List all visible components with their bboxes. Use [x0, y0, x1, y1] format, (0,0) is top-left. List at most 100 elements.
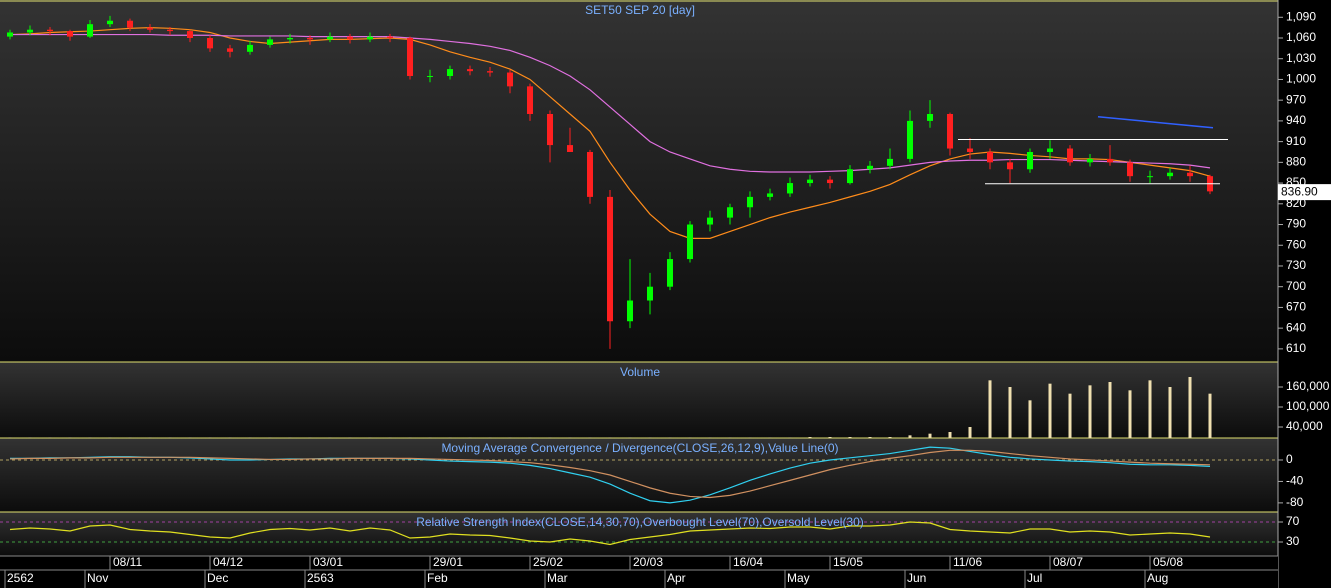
- indicator-line: [10, 446, 1211, 504]
- y-tick-label: 1,060: [1286, 30, 1316, 44]
- volume-bar: [988, 380, 992, 438]
- y-tick-label: 760: [1286, 237, 1306, 251]
- y-tick-label: 670: [1286, 300, 1306, 314]
- y-tick-label: 70: [1286, 514, 1300, 528]
- candle-body: [687, 224, 693, 260]
- volume-bar: [1068, 393, 1072, 438]
- candle-body: [827, 179, 833, 184]
- y-tick-label: 730: [1286, 258, 1306, 272]
- moving-average: [9, 27, 1211, 239]
- volume-panel: [0, 362, 1278, 438]
- volume-bar: [1008, 387, 1012, 438]
- x-tick-label: 04/12: [213, 555, 243, 569]
- month-label: Feb: [427, 571, 448, 585]
- y-tick-label: 1,090: [1286, 9, 1316, 23]
- volume-bar: [928, 433, 932, 438]
- y-tick-label: 640: [1286, 320, 1306, 334]
- month-label: Aug: [1147, 571, 1168, 585]
- x-tick-label: 08/11: [113, 555, 142, 569]
- candle-body: [567, 145, 573, 152]
- candle-body: [1127, 162, 1133, 177]
- month-label: Mar: [547, 571, 568, 585]
- x-tick-label: 25/02: [533, 555, 563, 569]
- candle-body: [47, 29, 53, 32]
- y-tick-label: 910: [1286, 134, 1306, 148]
- indicator-line: [9, 521, 1211, 546]
- candle-body: [587, 151, 593, 197]
- month-label: Apr: [667, 571, 686, 585]
- candle-body: [187, 31, 193, 38]
- panel-title: Relative Strength Index(CLOSE,14,30,70),…: [416, 515, 864, 529]
- x-tick-label: 03/01: [313, 555, 343, 569]
- volume-bar: [1048, 383, 1052, 438]
- indicator-line: [9, 449, 1211, 499]
- candle-body: [207, 37, 213, 49]
- candle-body: [487, 71, 493, 73]
- month-label: Jul: [1027, 571, 1042, 585]
- candle-body: [967, 148, 973, 152]
- y-tick-label: 40,000: [1286, 419, 1323, 433]
- month-label: Jun: [907, 571, 926, 585]
- volume-bar: [808, 437, 812, 438]
- candle-body: [947, 113, 953, 149]
- candle-body: [527, 86, 533, 114]
- price-panel: [0, 0, 1278, 362]
- y-tick-label: 0: [1286, 452, 1293, 466]
- candle-body: [507, 72, 513, 87]
- candle-body: [87, 24, 93, 37]
- candle-body: [167, 29, 173, 32]
- candle-body: [907, 120, 913, 159]
- candle-body: [327, 36, 333, 40]
- panel-title: Volume: [620, 365, 660, 379]
- month-label: Dec: [207, 571, 228, 585]
- x-tick-label: 16/04: [733, 555, 763, 569]
- x-tick-label: 29/01: [433, 555, 463, 569]
- volume-bar: [888, 437, 892, 438]
- volume-bar: [1168, 387, 1172, 438]
- y-tick-label: -80: [1286, 495, 1304, 509]
- x-tick-label: 20/03: [633, 555, 663, 569]
- candle-body: [847, 169, 853, 184]
- month-label: May: [787, 571, 810, 585]
- month-label: 2562: [7, 571, 34, 585]
- rsi-panel: [0, 512, 1278, 556]
- candle-body: [647, 286, 653, 301]
- candle-body: [447, 69, 453, 76]
- candle-body: [707, 217, 713, 225]
- y-tick-label: 700: [1286, 279, 1306, 293]
- candle-body: [267, 39, 273, 45]
- volume-bar: [868, 437, 872, 438]
- candle-body: [27, 29, 33, 33]
- last-price-label: 836.90: [1281, 184, 1318, 198]
- volume-bar: [1108, 382, 1112, 438]
- candle-body: [787, 183, 793, 194]
- trend-line: [1097, 116, 1214, 129]
- volume-bar: [1128, 390, 1132, 438]
- axis-panel: [1278, 0, 1331, 588]
- x-tick-label: 05/08: [1153, 555, 1183, 569]
- y-tick-label: 940: [1286, 113, 1306, 127]
- volume-bar: [968, 427, 972, 438]
- volume-bar: [848, 437, 852, 438]
- x-tick-label: 15/05: [833, 555, 863, 569]
- candle-body: [727, 207, 733, 218]
- y-tick-label: 970: [1286, 92, 1306, 106]
- candle-body: [127, 20, 133, 28]
- volume-bar: [1088, 385, 1092, 438]
- candle-body: [887, 158, 893, 166]
- volume-bar: [1188, 377, 1192, 438]
- candle-body: [227, 48, 233, 52]
- y-tick-label: 790: [1286, 217, 1306, 231]
- candle-body: [607, 196, 613, 322]
- candle-body: [927, 113, 933, 121]
- volume-bar: [1028, 400, 1032, 438]
- candle-body: [747, 196, 753, 208]
- candle-body: [307, 37, 313, 40]
- candle-body: [867, 165, 873, 170]
- month-label: 2563: [307, 571, 334, 585]
- candle-body: [287, 37, 293, 40]
- candle-body: [1047, 148, 1053, 152]
- candle-body: [107, 20, 113, 25]
- candle-body: [807, 179, 813, 184]
